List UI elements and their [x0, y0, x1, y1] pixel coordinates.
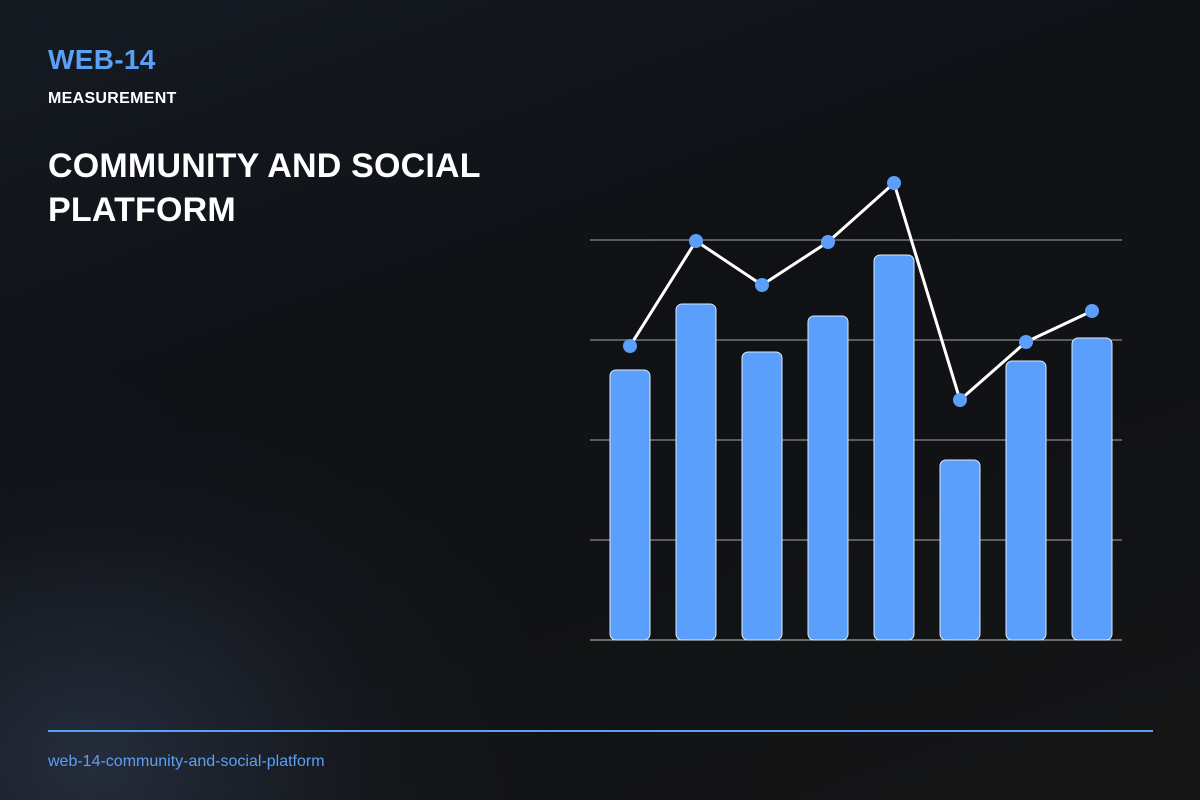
bar [1071, 337, 1113, 641]
line-point [1085, 304, 1099, 318]
line-point [755, 278, 769, 292]
footer-divider [48, 730, 1153, 732]
bar [741, 351, 783, 641]
project-code: WEB-14 [48, 44, 156, 75]
bar [675, 303, 717, 641]
bar [807, 315, 849, 641]
line-point [623, 339, 637, 353]
line-series [623, 176, 1099, 407]
line-point [887, 176, 901, 190]
line-point [689, 234, 703, 248]
bar-series [609, 254, 1113, 641]
page-title: COMMUNITY AND SOCIAL PLATFORM [48, 147, 481, 229]
bar [939, 459, 981, 641]
footer-slug: web-14-community-and-social-platform [48, 753, 325, 770]
bar [873, 254, 915, 641]
bar [1005, 360, 1047, 641]
bar [609, 369, 651, 641]
line-point [821, 235, 835, 249]
trend-line [628, 181, 1094, 402]
line-point [953, 393, 967, 407]
line-point [1019, 335, 1033, 349]
category-label: MEASUREMENT [48, 90, 177, 107]
